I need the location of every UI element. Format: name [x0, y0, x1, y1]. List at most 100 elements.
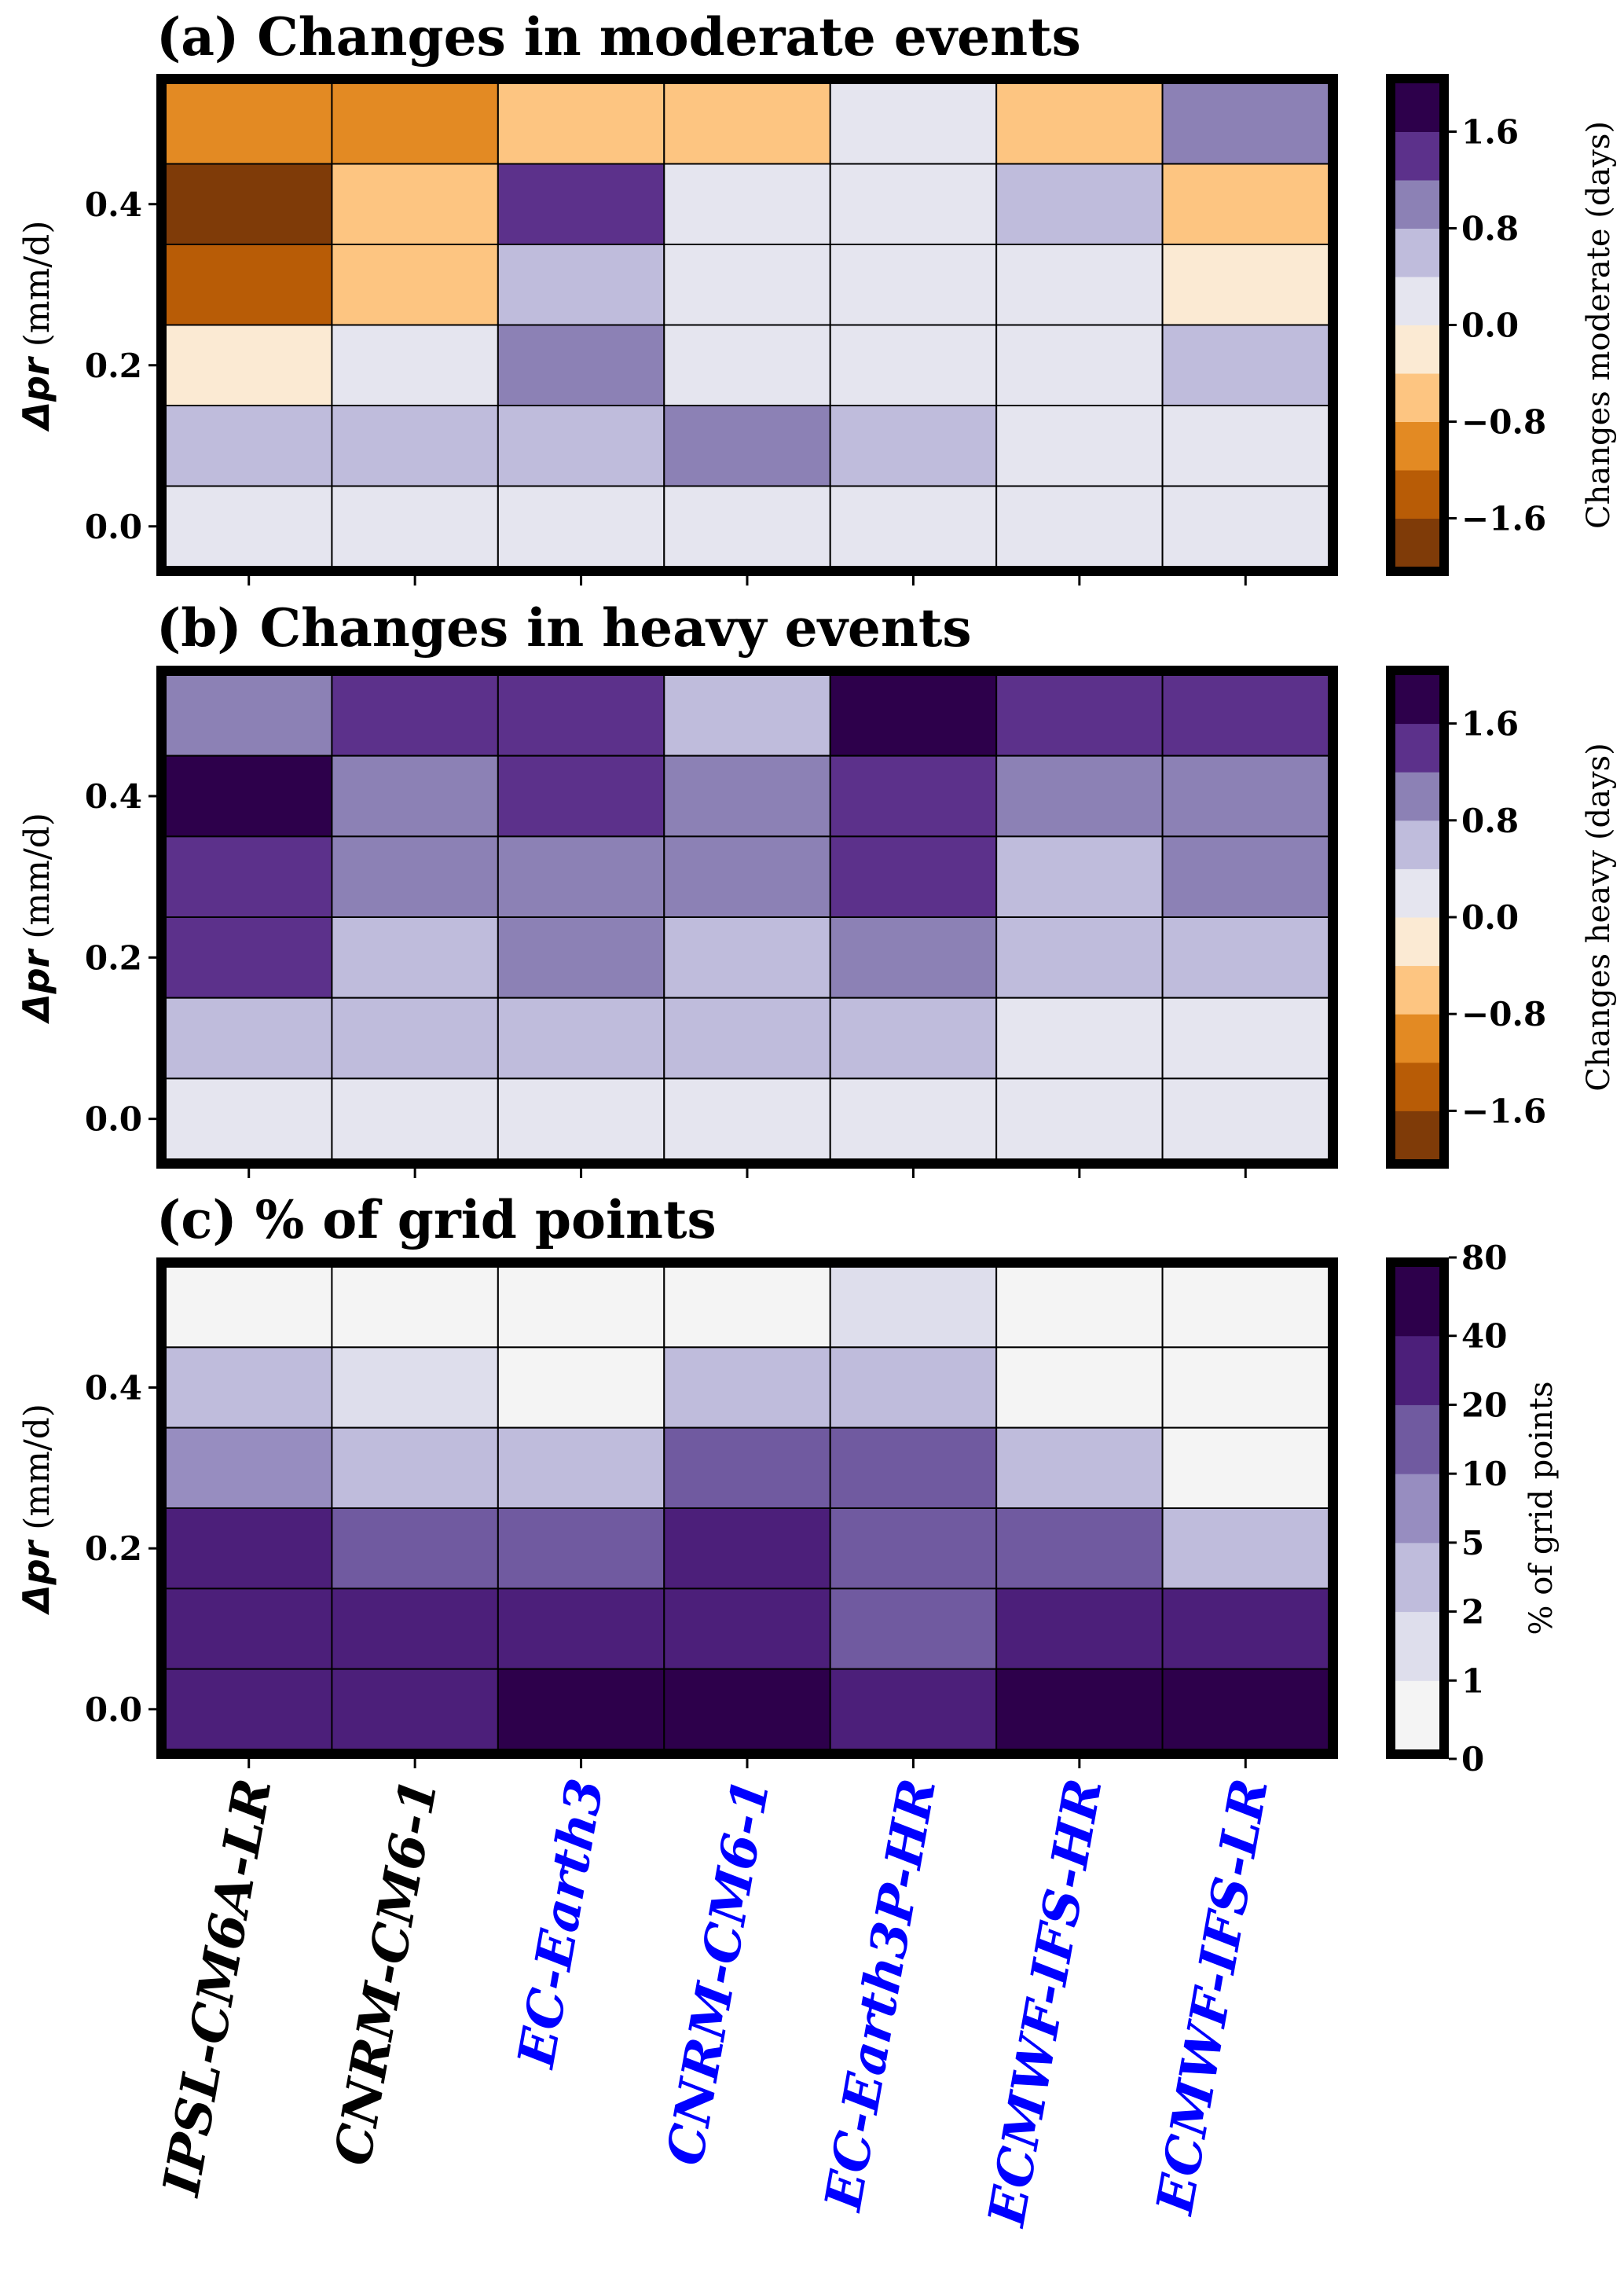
- colorbar-bin: [1395, 1611, 1439, 1681]
- axes-frame: [156, 666, 1338, 1169]
- heatmap-cell: [331, 1588, 499, 1670]
- heatmap-cell: [165, 916, 333, 999]
- heatmap-cell: [829, 405, 998, 487]
- x-tick-label: CNRM-CM6-1: [656, 1775, 782, 2170]
- x-tick-label: EC-Earth3P-HR: [813, 1775, 948, 2216]
- colorbar-tick-label: −1.6: [1461, 1092, 1546, 1130]
- y-axis-label-symbol: Δpr: [15, 1538, 57, 1616]
- heatmap-cell: [995, 405, 1164, 487]
- y-tick-label: 0.2: [85, 938, 142, 977]
- colorbar-tick-label: 0.8: [1461, 210, 1519, 248]
- heatmap-cell: [829, 485, 998, 567]
- heatmap-cell: [331, 674, 499, 757]
- heatmap-cell: [663, 916, 831, 999]
- heatmap-cell: [663, 83, 831, 165]
- heatmap-cell: [497, 324, 665, 406]
- colorbar-tick-label: −0.8: [1461, 995, 1546, 1033]
- y-tick-label: 0.4: [85, 1369, 142, 1408]
- panel-c: (c) % of grid points 0.4 0.2 0.0 Δpr (mm/d) 0…: [15, 1189, 1560, 2232]
- heatmap-cell: [1161, 754, 1329, 838]
- heatmap-cell: [165, 997, 333, 1080]
- panel-title: (b) Changes in heavy events: [156, 597, 972, 659]
- heatmap-cell: [497, 835, 665, 919]
- heatmap-cell: [497, 244, 665, 326]
- colorbar-bin: [1395, 1014, 1439, 1063]
- heatmap-cell: [829, 1077, 998, 1161]
- panel-a: (a) Changes in moderate events 0.4 0.2 0.0 Δ…: [15, 6, 1617, 586]
- heatmap-cell: [1161, 1346, 1329, 1429]
- heatmap-cell: [829, 997, 998, 1080]
- colorbar-bin: [1395, 83, 1439, 132]
- heatmap-cell: [829, 1346, 998, 1429]
- colorbar-tick-label: 1.6: [1461, 705, 1519, 743]
- heatmap-cell: [663, 244, 831, 326]
- y-tick-label: 0.0: [85, 508, 142, 546]
- y-axis-label: Δpr (mm/d): [15, 1404, 57, 1616]
- heatmap-cell: [331, 485, 499, 567]
- colorbar-label: % of grid points: [1523, 1381, 1560, 1635]
- colorbar-bin: [1395, 1062, 1439, 1111]
- heatmap-cell: [1161, 997, 1329, 1080]
- heatmap-cell: [1161, 324, 1329, 406]
- heatmap-cell: [1161, 1266, 1329, 1349]
- y-tick-label: 0.4: [85, 185, 142, 224]
- heatmap-cell: [663, 835, 831, 919]
- heatmap-cell: [165, 485, 333, 567]
- heatmap-cell: [331, 1266, 499, 1349]
- heatmap-cell: [165, 835, 333, 919]
- colorbar-tick-label: −0.8: [1461, 403, 1546, 442]
- colorbar-tick-label: 10: [1461, 1455, 1507, 1493]
- heatmap-cell: [331, 244, 499, 326]
- heatmap-cell: [331, 916, 499, 999]
- colorbar-bin: [1395, 1110, 1439, 1160]
- heatmap-cell: [497, 1077, 665, 1161]
- heatmap-cell: [1161, 674, 1329, 757]
- colorbar-tick-label: 20: [1461, 1386, 1507, 1424]
- heatmap-cell: [331, 1346, 499, 1429]
- heatmap-cell: [165, 674, 333, 757]
- heatmap-cell: [497, 1588, 665, 1670]
- colorbar-tick-label: 0.0: [1461, 307, 1519, 345]
- axes-frame: [156, 74, 1338, 576]
- panel-title: (a) Changes in moderate events: [156, 6, 1081, 68]
- colorbar-frame: [1386, 1257, 1449, 1759]
- y-tick-label: 0.0: [85, 1100, 142, 1139]
- heatmap-cell: [497, 1426, 665, 1509]
- colorbar-tick-label: 1.6: [1461, 113, 1519, 152]
- colorbar-tick-label: 1: [1461, 1661, 1484, 1700]
- x-tick-label: ECMWF-IFS-LR: [1146, 1775, 1280, 2220]
- heatmap-cell: [165, 163, 333, 245]
- heatmap-cell: [995, 485, 1164, 567]
- heatmap-cell: [1161, 405, 1329, 487]
- heatmap-cell: [663, 754, 831, 838]
- colorbar-frame: [1386, 666, 1449, 1169]
- heatmap-cell: [829, 324, 998, 406]
- colorbar: −1.6 −0.8 0.0 0.8 1.6 Changes moderate (days): [1386, 74, 1617, 576]
- heatmap-cell: [995, 916, 1164, 999]
- heatmap-cell: [165, 1346, 333, 1429]
- heatmap-cell: [165, 405, 333, 487]
- colorbar-bin: [1395, 675, 1439, 725]
- y-axis-label-symbol: Δpr: [15, 947, 57, 1025]
- heatmap-cell: [1161, 244, 1329, 326]
- heatmap-cell: [995, 1266, 1164, 1349]
- heatmap-cells: [165, 674, 1329, 1161]
- colorbar-bin: [1395, 228, 1439, 277]
- colorbar-bin: [1395, 723, 1439, 773]
- heatmap-cell: [497, 916, 665, 999]
- heatmap-cells: [165, 83, 1329, 567]
- x-tick-label: EC-Earth3: [507, 1775, 616, 2073]
- x-tick-label: ECMWF-IFS-HR: [977, 1775, 1113, 2232]
- colorbar-bin: [1395, 1474, 1439, 1544]
- heatmap-cell: [995, 1507, 1164, 1590]
- heatmap-cell: [497, 1668, 665, 1751]
- heatmap-cell: [663, 1426, 831, 1509]
- heatmap-cell: [497, 1266, 665, 1349]
- heatmap-cells: [165, 1266, 1329, 1751]
- heatmap-cell: [165, 1426, 333, 1509]
- colorbar-bin: [1395, 772, 1439, 821]
- heatmap-cell: [663, 1507, 831, 1590]
- y-axis-label: Δpr (mm/d): [15, 813, 57, 1025]
- heatmap-cell: [829, 1266, 998, 1349]
- heatmap-cell: [829, 674, 998, 757]
